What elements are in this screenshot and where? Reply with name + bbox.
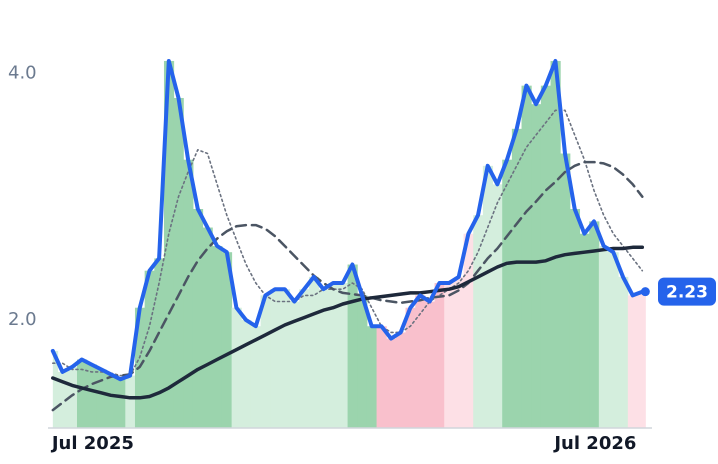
band — [173, 97, 184, 428]
band — [76, 359, 88, 428]
band — [279, 289, 291, 428]
band — [415, 295, 426, 428]
band — [125, 375, 136, 428]
band — [540, 85, 552, 428]
band — [67, 366, 78, 428]
band — [376, 326, 387, 428]
band — [202, 227, 213, 428]
band — [569, 209, 581, 428]
band — [52, 350, 59, 428]
band — [57, 371, 68, 428]
y-tick-label: 2.0 — [8, 309, 37, 330]
band — [308, 276, 320, 428]
band — [318, 289, 329, 428]
band — [424, 301, 436, 428]
band — [589, 221, 600, 428]
end-dot — [640, 287, 650, 297]
x-tick-label: Jul 2025 — [50, 433, 134, 454]
band — [637, 291, 646, 428]
band — [511, 128, 523, 428]
band — [154, 258, 165, 428]
band — [627, 295, 639, 428]
band — [492, 184, 503, 428]
x-tick-label: Jul 2026 — [552, 433, 636, 454]
band — [453, 276, 465, 428]
band — [115, 379, 126, 428]
band — [395, 332, 407, 428]
band — [183, 159, 194, 428]
band — [463, 233, 474, 428]
band — [270, 289, 281, 428]
band — [434, 283, 445, 428]
y-tick-label: 4.0 — [8, 62, 37, 83]
end-label: 2.23 — [666, 283, 708, 303]
band — [386, 338, 397, 428]
band — [347, 264, 358, 428]
band — [221, 252, 233, 428]
band — [521, 85, 532, 428]
band — [502, 159, 513, 428]
band — [337, 283, 349, 428]
band — [299, 289, 310, 428]
band — [260, 295, 271, 428]
band — [96, 369, 107, 428]
band — [212, 246, 223, 428]
series-line — [51, 245, 645, 400]
band — [608, 252, 619, 428]
series-line — [52, 109, 644, 377]
band — [618, 276, 629, 428]
band — [241, 320, 252, 428]
band — [86, 364, 97, 428]
end-badge — [658, 277, 716, 306]
band — [328, 283, 339, 428]
band — [405, 307, 416, 428]
band — [357, 295, 368, 428]
band — [366, 326, 378, 428]
band — [560, 153, 571, 428]
band — [598, 246, 610, 428]
band — [105, 374, 117, 428]
band — [473, 215, 484, 428]
series-line — [51, 160, 644, 412]
band — [163, 60, 175, 429]
band — [192, 209, 204, 428]
band — [231, 307, 242, 428]
band — [550, 60, 561, 429]
series-line — [50, 59, 645, 382]
band — [444, 283, 455, 428]
band — [579, 233, 590, 428]
band — [289, 301, 300, 428]
band — [250, 326, 262, 428]
band — [482, 165, 494, 429]
band — [531, 104, 542, 429]
